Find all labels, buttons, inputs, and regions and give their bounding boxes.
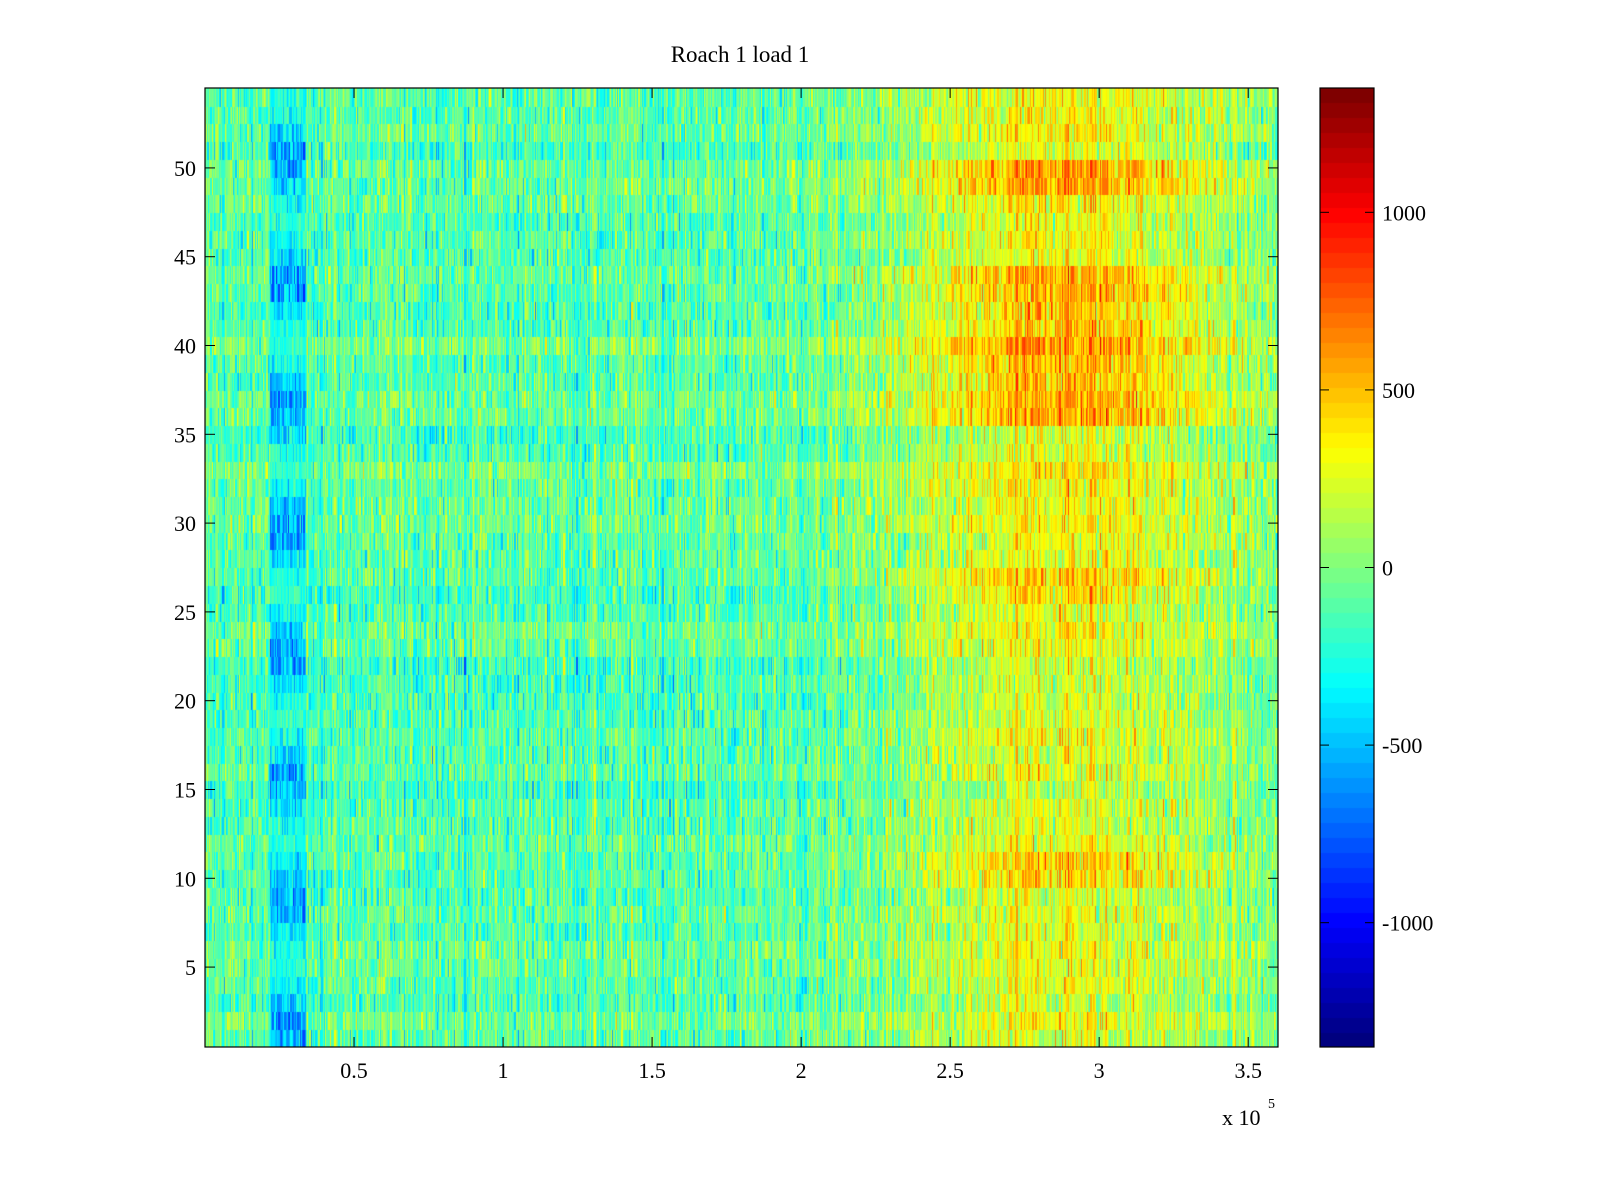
y-tick-label: 50 bbox=[174, 156, 196, 181]
x-tick-label: 0.5 bbox=[340, 1058, 368, 1083]
y-tick-label: 25 bbox=[174, 600, 196, 625]
x-tick-label: 2.5 bbox=[936, 1058, 964, 1083]
x-tick-label: 1.5 bbox=[638, 1058, 666, 1083]
colorbar-tick-label: -1000 bbox=[1382, 911, 1433, 936]
x-multiplier-exponent: 5 bbox=[1268, 1097, 1275, 1112]
y-tick-label: 5 bbox=[185, 955, 196, 980]
y-tick-label: 10 bbox=[174, 866, 196, 891]
colorbar-tick-label: 500 bbox=[1382, 378, 1415, 403]
y-tick-label: 40 bbox=[174, 334, 196, 359]
x-tick-label: 1 bbox=[498, 1058, 509, 1083]
y-tick-label: 35 bbox=[174, 422, 196, 447]
y-tick-label: 45 bbox=[174, 245, 196, 270]
colorbar-tick-label: 0 bbox=[1382, 556, 1393, 581]
colorbar-tick-label: 1000 bbox=[1382, 200, 1426, 225]
colorbar-tick-label: -500 bbox=[1382, 733, 1422, 758]
x-tick-label: 2 bbox=[796, 1058, 807, 1083]
y-tick-label: 15 bbox=[174, 777, 196, 802]
plot-frame bbox=[204, 87, 1279, 1048]
x-tick-label: 3.5 bbox=[1234, 1058, 1262, 1083]
heatmap-image bbox=[205, 88, 1278, 1047]
x-multiplier-label: x 10 bbox=[1222, 1105, 1261, 1130]
chart-title: Roach 1 load 1 bbox=[670, 42, 810, 67]
y-tick-label: 20 bbox=[174, 689, 196, 714]
y-tick-label: 30 bbox=[174, 511, 196, 536]
x-tick-label: 3 bbox=[1094, 1058, 1105, 1083]
